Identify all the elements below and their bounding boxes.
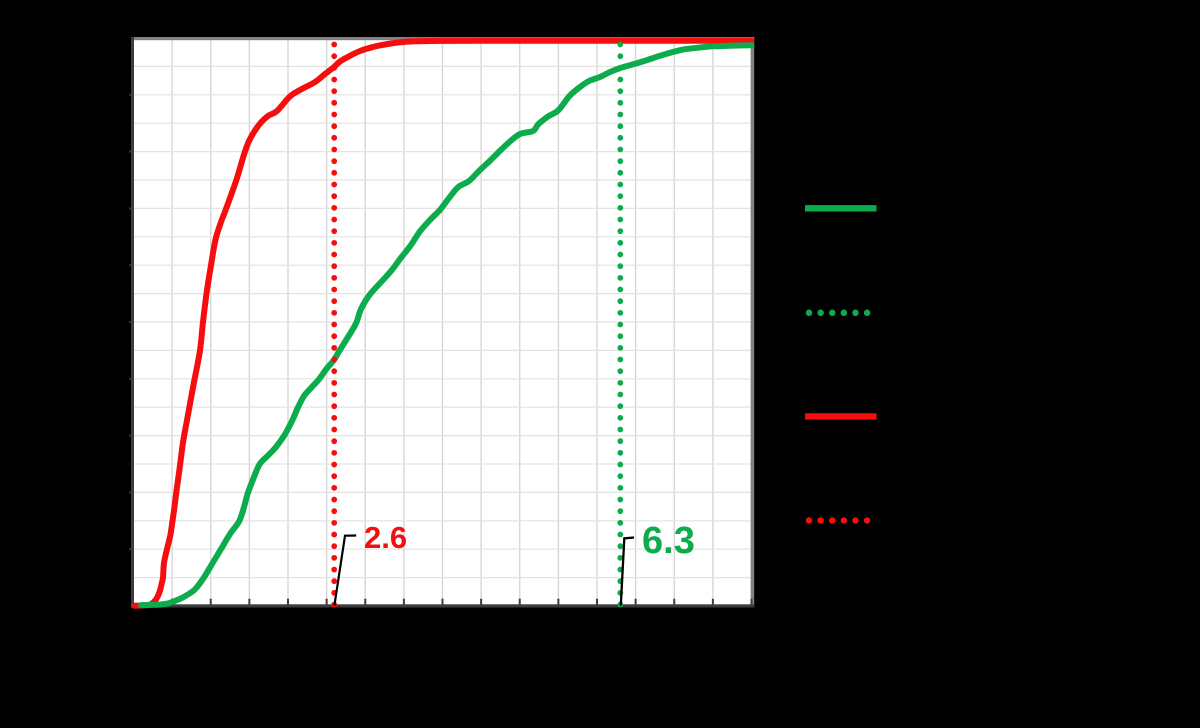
svg-text:6.3: 6.3: [642, 520, 695, 562]
svg-text:2.6: 2.6: [364, 520, 407, 555]
